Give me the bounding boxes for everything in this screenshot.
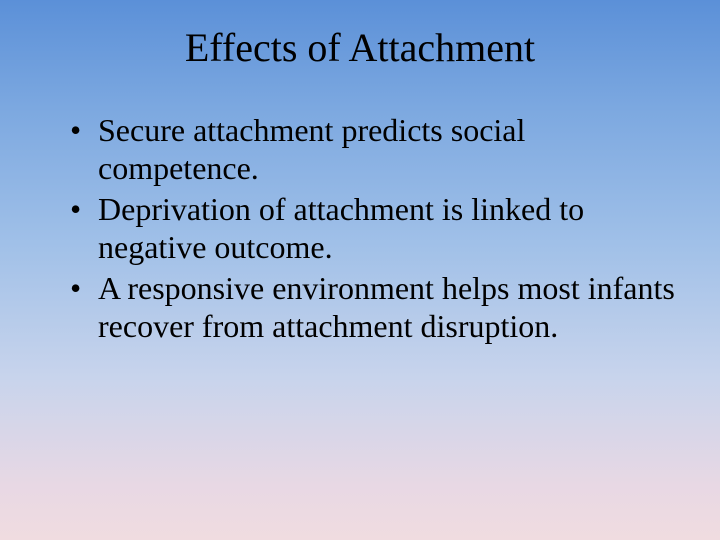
bullet-item: A responsive environment helps most infa…	[70, 269, 680, 346]
bullet-list: Secure attachment predicts social compet…	[70, 111, 680, 345]
bullet-item: Secure attachment predicts social compet…	[70, 111, 680, 188]
slide-body: Secure attachment predicts social compet…	[0, 71, 720, 345]
slide-title: Effects of Attachment	[0, 0, 720, 71]
slide: Effects of Attachment Secure attachment …	[0, 0, 720, 540]
bullet-item: Deprivation of attachment is linked to n…	[70, 190, 680, 267]
